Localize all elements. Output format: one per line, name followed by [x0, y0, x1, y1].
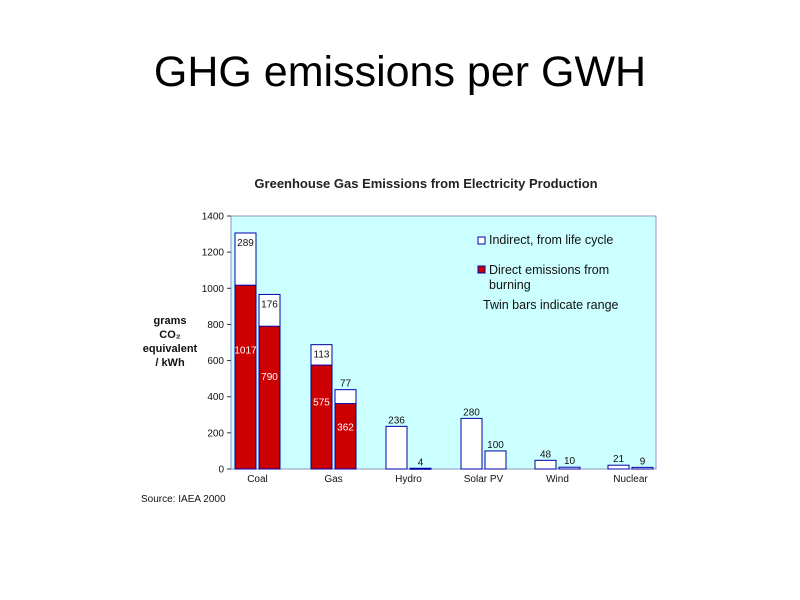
legend-note: Twin bars indicate range	[483, 298, 619, 312]
data-label-indirect: 289	[237, 238, 254, 249]
x-tick-label: Nuclear	[613, 474, 648, 485]
data-label-indirect: 9	[640, 456, 646, 467]
x-tick-label: Coal	[247, 474, 268, 485]
data-label-direct: 575	[313, 397, 330, 408]
plot-area	[230, 215, 657, 470]
y-axis-title: grams CO₂ equivalent / kWh	[143, 315, 198, 369]
x-tick-label: Wind	[546, 474, 569, 485]
y-tick-label: 200	[207, 428, 224, 439]
legend-swatch-indirect	[477, 236, 486, 245]
y-tick-label: 0	[218, 465, 224, 476]
x-tick-label: Solar PV	[464, 474, 504, 485]
y-axis: 0 200 400 600 800 1000 1200 1400	[202, 212, 231, 476]
data-label-indirect: 77	[340, 379, 352, 390]
legend-label-direct-2: burning	[489, 278, 531, 292]
data-label-indirect: 176	[261, 299, 278, 310]
bar-indirect	[558, 466, 581, 470]
data-label-indirect: 10	[564, 456, 576, 467]
x-axis-labels: Coal Gas Hydro Solar PV Wind Nuclear	[247, 474, 648, 485]
ylabel-line-2: CO₂	[159, 329, 181, 341]
y-tick-label: 1400	[202, 212, 225, 223]
x-tick-label: Hydro	[395, 474, 422, 485]
data-label-indirect: 113	[314, 350, 330, 361]
data-label-indirect: 4	[418, 457, 424, 468]
bar-indirect	[607, 464, 630, 470]
bar-indirect	[409, 467, 432, 470]
ylabel-line-1: grams	[153, 315, 186, 327]
y-tick-label: 1200	[202, 248, 225, 259]
bar-series: 1017 289 790 176 575 113 362 77 236 4 280 100 48 10 21…	[234, 232, 654, 470]
legend-label-direct-1: Direct emissions from	[489, 263, 609, 277]
data-label-indirect: 236	[388, 415, 405, 426]
bar-direct	[258, 325, 281, 470]
bar-indirect	[385, 425, 408, 470]
data-label-indirect: 100	[487, 440, 504, 451]
bar-indirect	[631, 466, 654, 470]
ylabel-line-4: / kWh	[155, 357, 185, 369]
ylabel-line-3: equivalent	[143, 343, 198, 355]
bar-direct	[334, 403, 357, 470]
legend-swatch-direct	[477, 265, 486, 274]
bar-direct	[234, 284, 257, 470]
y-tick-label: 600	[207, 356, 224, 367]
bar-direct	[310, 364, 333, 470]
bar-indirect	[460, 417, 483, 470]
y-tick-label: 1000	[202, 284, 225, 295]
data-label-direct: 790	[261, 372, 278, 383]
slide-title: GHG emissions per GWH	[153, 48, 647, 96]
bar-indirect	[484, 450, 507, 470]
data-label-indirect: 48	[540, 449, 552, 460]
bar-indirect	[534, 459, 557, 470]
source-note: Source: IAEA 2000	[141, 494, 226, 505]
x-tick-label: Gas	[324, 474, 342, 485]
y-tick-label: 800	[207, 320, 224, 331]
legend: Indirect, from life cycle Direct emissio…	[477, 233, 619, 312]
chart-title: Greenhouse Gas Emissions from Electricit…	[254, 176, 597, 191]
data-label-indirect: 280	[463, 407, 480, 418]
data-label-direct: 362	[337, 422, 354, 433]
data-label-indirect: 21	[613, 454, 625, 465]
legend-label-indirect: Indirect, from life cycle	[489, 233, 613, 247]
y-tick-label: 400	[207, 392, 224, 403]
data-label-direct: 1017	[234, 346, 257, 357]
